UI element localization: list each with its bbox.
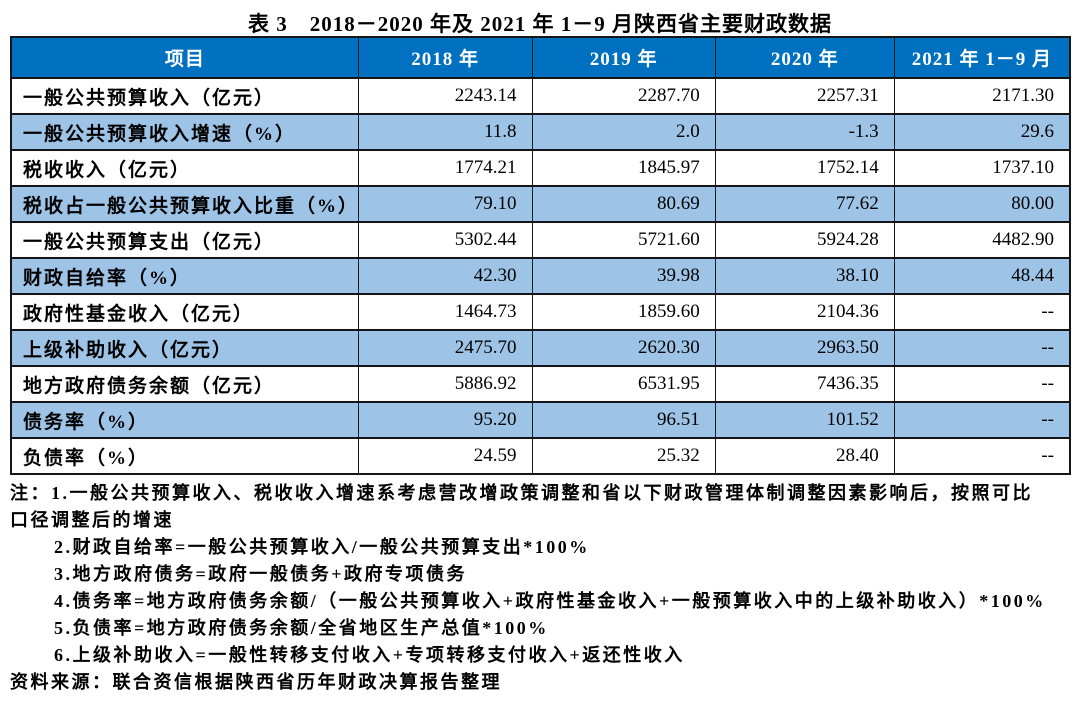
cell-value: 77.62	[714, 185, 895, 223]
table-row: 税收收入（亿元） 1774.21 1845.97 1752.14 1737.10	[10, 149, 1071, 187]
header-cell-2021-jan-sep: 2021 年 1－9 月	[893, 36, 1071, 79]
cell-value: 25.32	[531, 437, 716, 475]
cell-value: --	[893, 401, 1071, 439]
cell-value: 1845.97	[531, 149, 716, 187]
row-label: 上级补助收入（亿元）	[10, 329, 359, 367]
note-line-6: 6.上级补助收入=一般性转移支付收入+专项转移支付收入+返还性收入	[54, 645, 685, 665]
cell-value: 28.40	[714, 437, 895, 475]
cell-value: 101.52	[714, 401, 895, 439]
cell-value: 42.30	[357, 257, 533, 295]
cell-value: 1774.21	[357, 149, 533, 187]
cell-value: 1464.73	[357, 293, 533, 331]
table-row: 一般公共预算收入（亿元） 2243.14 2287.70 2257.31 217…	[10, 77, 1071, 115]
cell-value: --	[893, 437, 1071, 475]
cell-value: 2171.30	[893, 77, 1071, 115]
cell-value: 38.10	[714, 257, 895, 295]
table-row: 一般公共预算收入增速（%） 11.8 2.0 -1.3 29.6	[10, 113, 1071, 151]
cell-value: 5886.92	[357, 365, 533, 403]
cell-value: 48.44	[893, 257, 1071, 295]
cell-value: 1752.14	[714, 149, 895, 187]
cell-value: --	[893, 329, 1071, 367]
cell-value: 5302.44	[357, 221, 533, 259]
source-line: 资料来源：联合资信根据陕西省历年财政决算报告整理	[10, 672, 502, 692]
note-line-1-wrap: 口径调整后的增速	[10, 510, 174, 530]
table-row: 债务率（%） 95.20 96.51 101.52 --	[10, 401, 1071, 439]
row-label: 税收占一般公共预算收入比重（%）	[10, 185, 359, 223]
cell-value: 2243.14	[357, 77, 533, 115]
cell-value: 5721.60	[531, 221, 716, 259]
cell-value: 29.6	[893, 113, 1071, 151]
header-row: 项目 2018 年 2019 年 2020 年 2021 年 1－9 月	[10, 36, 1071, 79]
table-row: 一般公共预算支出（亿元） 5302.44 5721.60 5924.28 448…	[10, 221, 1071, 259]
note-line-2: 2.财政自给率=一般公共预算收入/一般公共预算支出*100%	[54, 537, 590, 557]
cell-value: 95.20	[357, 401, 533, 439]
cell-value: 39.98	[531, 257, 716, 295]
row-label: 财政自给率（%）	[10, 257, 359, 295]
table-row: 上级补助收入（亿元） 2475.70 2620.30 2963.50 --	[10, 329, 1071, 367]
note-line-1: 注：1.一般公共预算收入、税收收入增速系考虑营改增政策调整和省以下财政管理体制调…	[10, 483, 1033, 503]
table-row: 地方政府债务余额（亿元） 5886.92 6531.95 7436.35 --	[10, 365, 1071, 403]
row-label: 政府性基金收入（亿元）	[10, 293, 359, 331]
header-cell-2019: 2019 年	[531, 36, 716, 79]
header-cell-2018: 2018 年	[357, 36, 533, 79]
row-label: 一般公共预算收入（亿元）	[10, 77, 359, 115]
cell-value: 6531.95	[531, 365, 716, 403]
row-label: 负债率（%）	[10, 437, 359, 475]
table-row: 税收占一般公共预算收入比重（%） 79.10 80.69 77.62 80.00	[10, 185, 1071, 223]
row-label: 一般公共预算收入增速（%）	[10, 113, 359, 151]
header-cell-2020: 2020 年	[714, 36, 895, 79]
note-line-4: 4.债务率=地方政府债务余额/（一般公共预算收入+政府性基金收入+一般预算收入中…	[54, 591, 1046, 611]
cell-value: 24.59	[357, 437, 533, 475]
cell-value: 11.8	[357, 113, 533, 151]
row-label: 税收收入（亿元）	[10, 149, 359, 187]
table-row: 财政自给率（%） 42.30 39.98 38.10 48.44	[10, 257, 1071, 295]
cell-value: --	[893, 293, 1071, 331]
note-line-5: 5.负债率=地方政府债务余额/全省地区生产总值*100%	[54, 618, 549, 638]
cell-value: 2.0	[531, 113, 716, 151]
cell-value: 2963.50	[714, 329, 895, 367]
cell-value: 4482.90	[893, 221, 1071, 259]
row-label: 一般公共预算支出（亿元）	[10, 221, 359, 259]
cell-value: 2104.36	[714, 293, 895, 331]
cell-value: -1.3	[714, 113, 895, 151]
cell-value: 79.10	[357, 185, 533, 223]
cell-value: 2257.31	[714, 77, 895, 115]
cell-value: 80.69	[531, 185, 716, 223]
note-line-3: 3.地方政府债务=政府一般债务+政府专项债务	[54, 564, 468, 584]
cell-value: 1859.60	[531, 293, 716, 331]
table-row: 负债率（%） 24.59 25.32 28.40 --	[10, 437, 1071, 475]
row-label: 债务率（%）	[10, 401, 359, 439]
cell-value: --	[893, 365, 1071, 403]
cell-value: 2475.70	[357, 329, 533, 367]
cell-value: 2287.70	[531, 77, 716, 115]
row-label: 地方政府债务余额（亿元）	[10, 365, 359, 403]
table-row: 政府性基金收入（亿元） 1464.73 1859.60 2104.36 --	[10, 293, 1071, 331]
cell-value: 1737.10	[893, 149, 1071, 187]
fiscal-data-table: 项目 2018 年 2019 年 2020 年 2021 年 1－9 月 一般公…	[10, 36, 1071, 475]
cell-value: 5924.28	[714, 221, 895, 259]
header-cell-item: 项目	[10, 36, 359, 79]
cell-value: 96.51	[531, 401, 716, 439]
table-notes: 注：1.一般公共预算收入、税收收入增速系考虑营改增政策调整和省以下财政管理体制调…	[10, 480, 1072, 696]
cell-value: 2620.30	[531, 329, 716, 367]
cell-value: 7436.35	[714, 365, 895, 403]
table-title: 表 3 2018－2020 年及 2021 年 1－9 月陕西省主要财政数据	[248, 12, 832, 36]
cell-value: 80.00	[893, 185, 1071, 223]
